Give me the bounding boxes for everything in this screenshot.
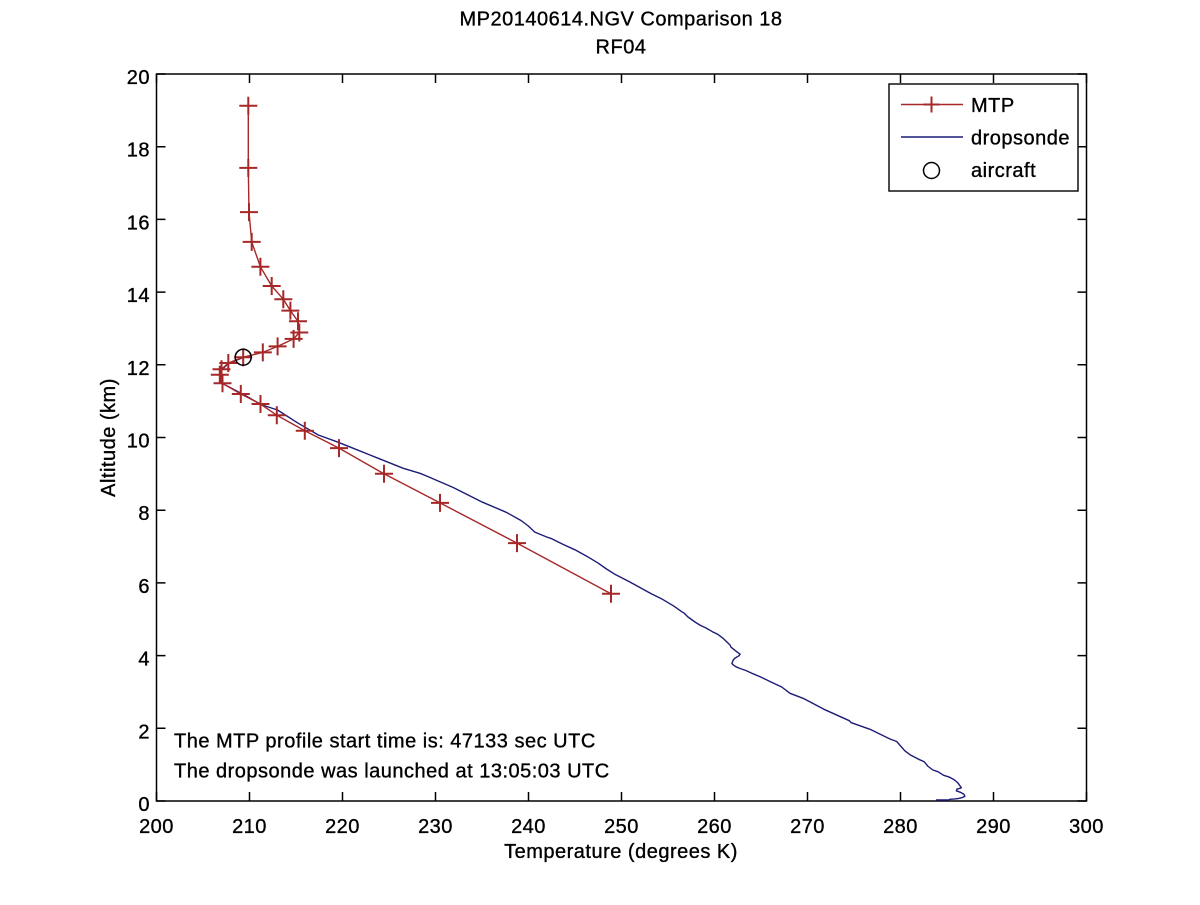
svg-text:The dropsonde was launched at: The dropsonde was launched at 13:05:03 U…	[174, 761, 610, 783]
svg-text:20: 20	[127, 67, 150, 89]
svg-text:12: 12	[127, 358, 150, 380]
svg-text:6: 6	[138, 576, 150, 598]
svg-text:4: 4	[138, 649, 150, 671]
svg-text:2: 2	[138, 721, 150, 743]
svg-text:0: 0	[138, 794, 150, 816]
svg-text:250: 250	[604, 816, 639, 838]
svg-text:Altitude (km): Altitude (km)	[98, 378, 120, 497]
svg-text:220: 220	[325, 816, 360, 838]
svg-text:270: 270	[790, 816, 825, 838]
svg-text:300: 300	[1069, 816, 1104, 838]
svg-text:10: 10	[127, 431, 150, 453]
svg-text:MP20140614.NGV Comparison 18: MP20140614.NGV Comparison 18	[459, 9, 782, 31]
svg-text:210: 210	[232, 816, 267, 838]
svg-text:16: 16	[127, 212, 150, 234]
svg-text:aircraft: aircraft	[971, 160, 1036, 182]
svg-text:dropsonde: dropsonde	[971, 128, 1070, 150]
svg-text:14: 14	[127, 285, 150, 307]
svg-text:Temperature (degrees K): Temperature (degrees K)	[504, 841, 738, 863]
svg-text:260: 260	[697, 816, 732, 838]
svg-text:18: 18	[127, 140, 150, 162]
svg-text:8: 8	[138, 503, 150, 525]
svg-text:The MTP profile start time is:: The MTP profile start time is: 47133 sec…	[174, 731, 596, 753]
svg-text:230: 230	[418, 816, 453, 838]
svg-text:MTP: MTP	[971, 95, 1015, 117]
svg-text:240: 240	[511, 816, 546, 838]
svg-text:200: 200	[139, 816, 174, 838]
svg-text:RF04: RF04	[596, 37, 647, 59]
svg-text:290: 290	[976, 816, 1011, 838]
svg-text:280: 280	[883, 816, 918, 838]
